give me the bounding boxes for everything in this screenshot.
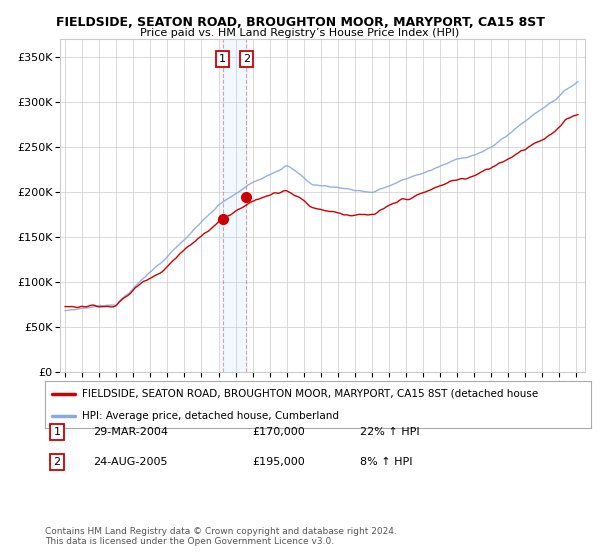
Text: £170,000: £170,000 (252, 427, 305, 437)
Text: 8% ↑ HPI: 8% ↑ HPI (360, 457, 413, 467)
Text: 1: 1 (53, 427, 61, 437)
Bar (220, 39, 248, 372)
Text: FIELDSIDE, SEATON ROAD, BROUGHTON MOOR, MARYPORT, CA15 8ST: FIELDSIDE, SEATON ROAD, BROUGHTON MOOR, … (56, 16, 544, 29)
Text: 2: 2 (53, 457, 61, 467)
Text: £195,000: £195,000 (252, 457, 305, 467)
Text: FIELDSIDE, SEATON ROAD, BROUGHTON MOOR, MARYPORT, CA15 8ST (detached house: FIELDSIDE, SEATON ROAD, BROUGHTON MOOR, … (82, 389, 538, 399)
Text: Contains HM Land Registry data © Crown copyright and database right 2024.
This d: Contains HM Land Registry data © Crown c… (45, 526, 397, 546)
Text: 22% ↑ HPI: 22% ↑ HPI (360, 427, 419, 437)
Text: 24-AUG-2005: 24-AUG-2005 (93, 457, 167, 467)
Text: HPI: Average price, detached house, Cumberland: HPI: Average price, detached house, Cumb… (82, 410, 339, 421)
Text: Price paid vs. HM Land Registry’s House Price Index (HPI): Price paid vs. HM Land Registry’s House … (140, 28, 460, 38)
Text: 1: 1 (219, 54, 226, 64)
Text: 2: 2 (243, 54, 250, 64)
Text: 29-MAR-2004: 29-MAR-2004 (93, 427, 168, 437)
